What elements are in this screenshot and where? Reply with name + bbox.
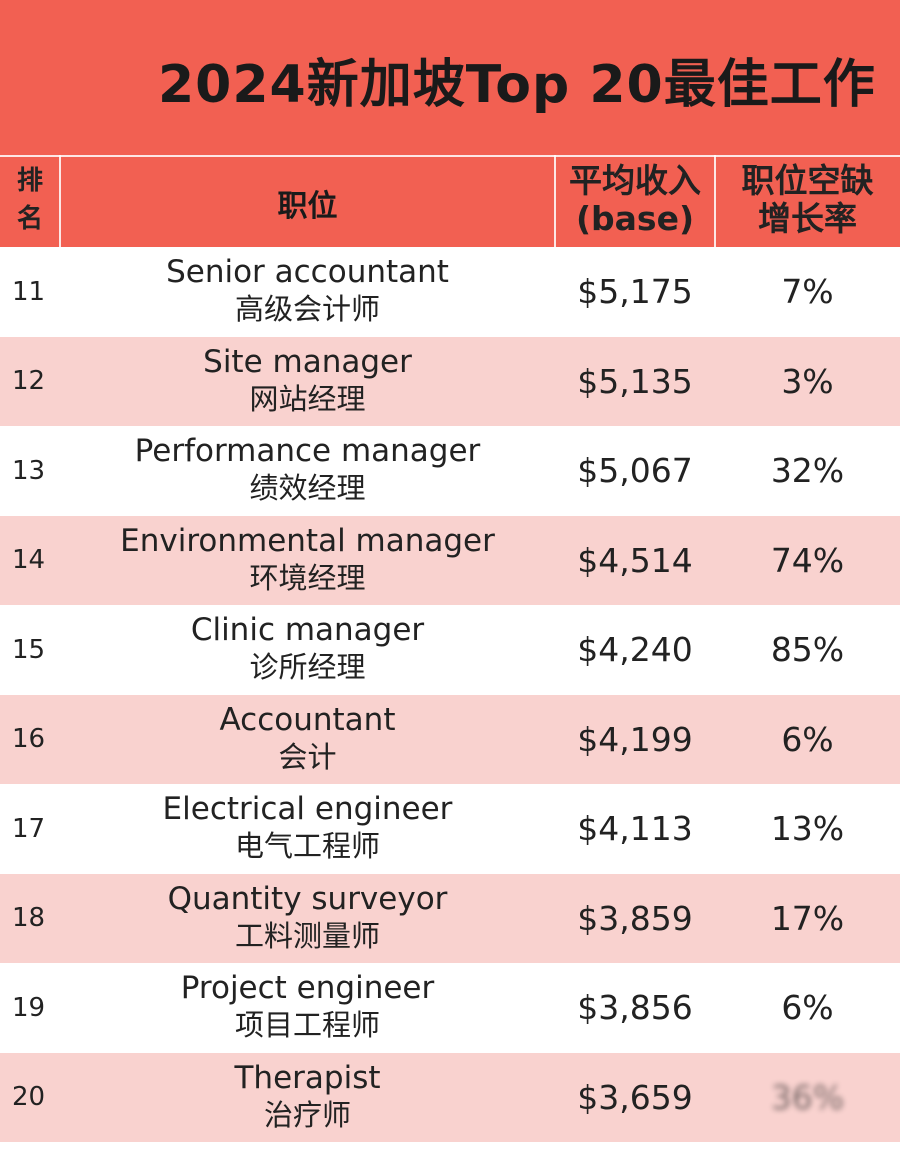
header-rank-line1: 排: [16, 165, 43, 196]
table-row: 20 Therapist 治疗师 $3,659 36%: [0, 1052, 900, 1143]
position-chinese: 会计: [278, 739, 337, 774]
position-chinese: 网站经理: [249, 381, 366, 416]
growth-cell: 6%: [781, 719, 834, 759]
table-body: 11 Senior accountant 高级会计师 $5,175 7% 12 …: [0, 247, 900, 1142]
position-chinese: 工料测量师: [234, 918, 380, 953]
rank-cell: 20: [12, 1082, 46, 1113]
growth-cell: 6%: [781, 988, 834, 1028]
table-row: 16 Accountant 会计 $4,199 6%: [0, 694, 900, 784]
position-cell: Electrical engineer 电气工程师: [60, 790, 555, 864]
rank-cell: 15: [12, 634, 46, 665]
growth-value-watermarked: 36%: [770, 1077, 845, 1117]
position-english: Accountant: [219, 701, 396, 738]
position-cell: Quantity surveyor 工料测量师: [60, 880, 555, 954]
position-english: Clinic manager: [190, 612, 425, 648]
header-rank: 排 名: [0, 155, 60, 245]
growth-cell: 36%: [715, 1053, 900, 1143]
position-chinese: 项目工程师: [234, 1008, 380, 1042]
rank-cell: 16: [12, 724, 46, 755]
table-row: 12 Site manager 网站经理 $5,135 3%: [0, 336, 900, 426]
position-chinese: 诊所经理: [249, 650, 366, 684]
header-divider: [554, 155, 556, 247]
pay-cell: $3,859: [577, 898, 693, 938]
header-top-divider: [0, 155, 900, 157]
pay-cell: $5,135: [577, 361, 693, 401]
position-english: Therapist: [234, 1059, 381, 1096]
header-pay-line1: 平均收入: [569, 160, 701, 200]
rank-cell: 14: [12, 545, 46, 576]
header-position-label: 职位: [277, 189, 338, 224]
pay-cell: $4,240: [577, 630, 693, 670]
rank-cell: 12: [12, 366, 46, 397]
header-growth: 职位空缺 增长率: [715, 155, 900, 245]
position-chinese: 绩效经理: [249, 471, 366, 505]
position-chinese: 高级会计师: [234, 292, 380, 326]
position-cell: Therapist 治疗师: [60, 1059, 555, 1133]
table-row: 15 Clinic manager 诊所经理 $4,240 85%: [0, 605, 900, 695]
position-cell: Project engineer 项目工程师: [60, 969, 555, 1043]
header-position: 职位: [60, 161, 555, 253]
table-row: 18 Quantity surveyor 工料测量师 $3,859 17%: [0, 873, 900, 963]
header-divider: [714, 155, 716, 247]
table-header: 排 名 职位 平均收入 (base) 职位空缺 增长率: [0, 155, 900, 247]
position-chinese: 电气工程师: [234, 829, 380, 863]
position-cell: Accountant 会计: [60, 701, 555, 775]
position-english: Site manager: [203, 343, 412, 380]
header-growth-line1: 职位空缺: [741, 160, 874, 200]
position-cell: Performance manager 绩效经理: [60, 432, 555, 506]
position-chinese: 治疗师: [263, 1097, 351, 1132]
pay-cell: $3,856: [577, 988, 693, 1028]
pay-cell: $4,514: [577, 540, 693, 580]
page-title: 2024新加坡Top 20最佳工作: [158, 55, 876, 115]
position-cell: Senior accountant 高级会计师: [60, 253, 555, 327]
position-chinese: 环境经理: [249, 560, 366, 595]
growth-cell: 13%: [770, 809, 845, 849]
position-english: Environmental manager: [120, 522, 495, 559]
header-divider: [59, 155, 61, 247]
rank-cell: 13: [12, 455, 46, 486]
header-growth-line2: 增长率: [758, 198, 857, 238]
position-cell: Site manager 网站经理: [60, 343, 555, 417]
table-row: 19 Project engineer 项目工程师 $3,856 6%: [0, 963, 900, 1053]
position-english: Senior accountant: [166, 254, 449, 290]
table-row: 17 Electrical engineer 电气工程师 $4,113 13%: [0, 784, 900, 874]
pay-cell: $5,175: [577, 272, 693, 312]
position-cell: Environmental manager 环境经理: [60, 522, 555, 596]
rank-cell: 11: [12, 276, 46, 307]
title-banner: 2024新加坡Top 20最佳工作: [0, 0, 900, 155]
pay-cell: $4,199: [577, 719, 693, 759]
table-row: 13 Performance manager 绩效经理 $5,067 32%: [0, 426, 900, 516]
position-english: Quantity surveyor: [167, 880, 448, 917]
rank-cell: 18: [12, 903, 46, 934]
header-rank-line2: 名: [16, 203, 43, 234]
growth-cell: 17%: [770, 898, 845, 938]
growth-cell: 85%: [770, 630, 845, 670]
position-cell: Clinic manager 诊所经理: [60, 611, 555, 685]
pay-cell: $4,113: [577, 809, 693, 849]
position-english: Electrical engineer: [162, 791, 453, 827]
position-english: Project engineer: [180, 970, 435, 1006]
position-english: Performance manager: [134, 433, 481, 469]
header-pay: 平均收入 (base): [555, 155, 715, 245]
table-row: 11 Senior accountant 高级会计师 $5,175 7%: [0, 247, 900, 337]
pay-cell: $5,067: [577, 451, 693, 491]
growth-cell: 3%: [781, 361, 834, 401]
growth-cell: 7%: [781, 272, 834, 312]
table-row: 14 Environmental manager 环境经理 $4,514 74%: [0, 515, 900, 605]
pay-cell: $3,659: [577, 1077, 693, 1117]
rank-cell: 19: [12, 992, 46, 1023]
growth-cell: 32%: [770, 451, 845, 491]
rank-cell: 17: [12, 813, 46, 844]
header-pay-line2: (base): [575, 198, 695, 238]
growth-cell: 74%: [770, 540, 845, 580]
